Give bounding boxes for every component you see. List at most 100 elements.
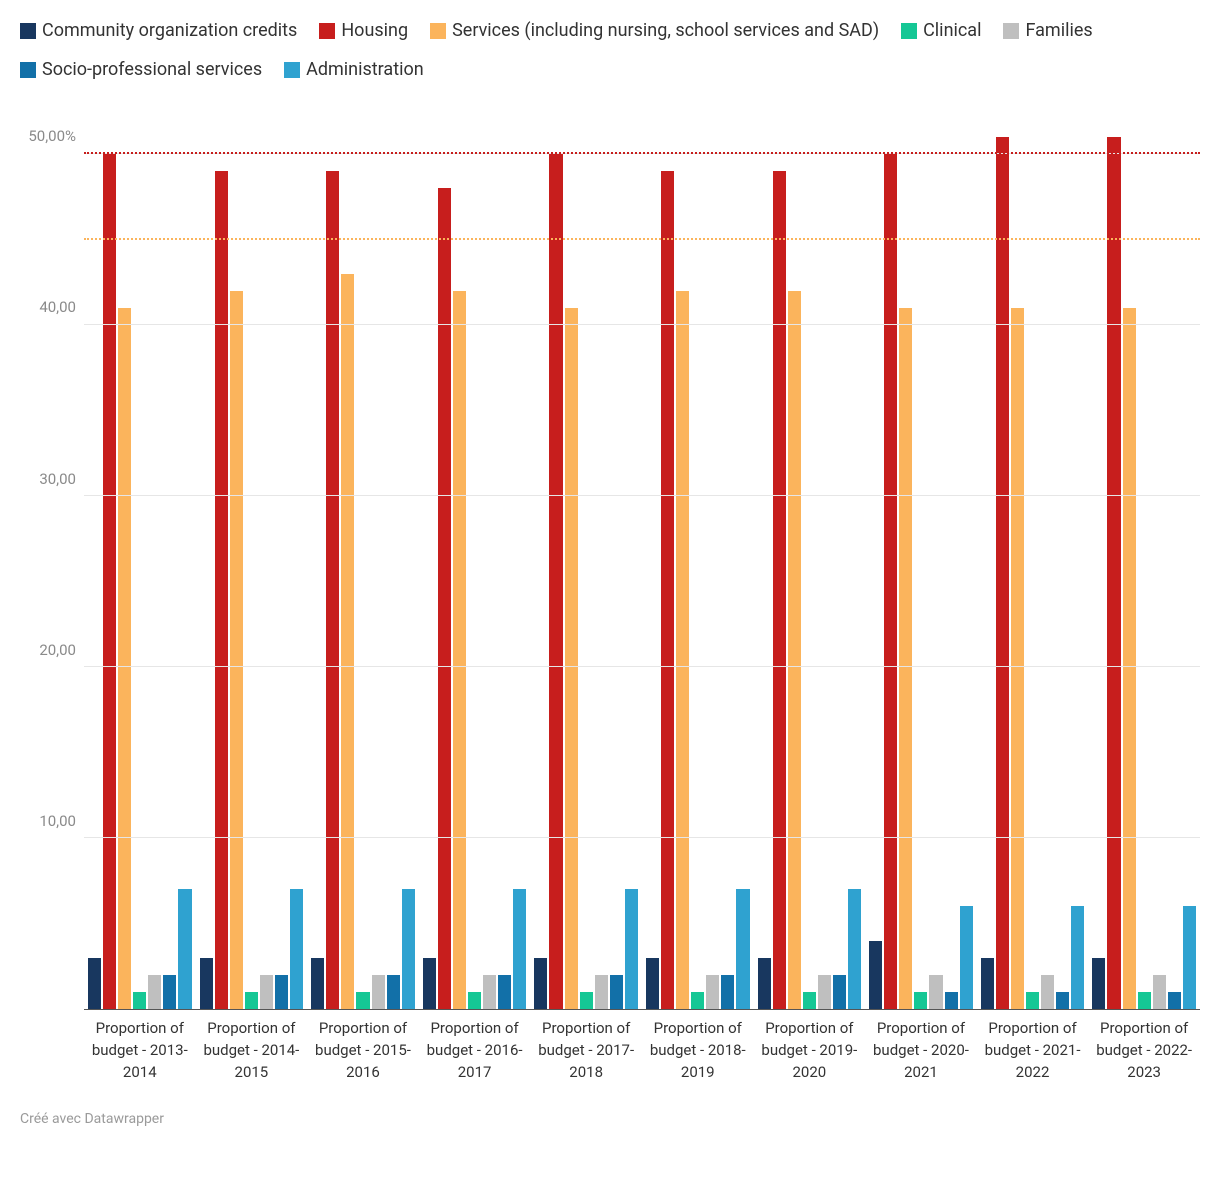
bar xyxy=(758,958,771,1009)
bars-row xyxy=(423,120,527,1009)
bar xyxy=(133,992,146,1009)
chart-container: Community organization credits Housing Ser… xyxy=(20,20,1200,1127)
y-tick-label: 10,00 xyxy=(39,812,76,830)
bar xyxy=(498,975,511,1009)
bar xyxy=(981,958,994,1009)
legend-item: Housing xyxy=(319,20,408,41)
bar-group xyxy=(865,120,977,1009)
bar-group xyxy=(530,120,642,1009)
bar xyxy=(178,889,191,1009)
bar xyxy=(565,308,578,1009)
plot-area: 10,0020,0030,0040,0050,00% xyxy=(20,120,1200,1010)
x-tick-label: Proportion of budget - 2013-2014 xyxy=(84,1018,196,1083)
bar xyxy=(595,975,608,1009)
legend-label: Services (including nursing, school serv… xyxy=(452,20,879,41)
gridline xyxy=(84,495,1200,496)
bars-row xyxy=(88,120,192,1009)
legend-item: Community organization credits xyxy=(20,20,297,41)
bar xyxy=(773,171,786,1009)
bar xyxy=(691,992,704,1009)
x-tick-label: Proportion of budget - 2021-2022 xyxy=(977,1018,1089,1083)
bar xyxy=(818,975,831,1009)
legend: Community organization credits Housing Ser… xyxy=(20,20,1200,80)
bar xyxy=(960,906,973,1009)
bar-group xyxy=(196,120,308,1009)
bar xyxy=(1011,308,1024,1009)
bars-row xyxy=(981,120,1085,1009)
bar xyxy=(646,958,659,1009)
bar xyxy=(788,291,801,1009)
bar xyxy=(311,958,324,1009)
bar xyxy=(245,992,258,1009)
bar xyxy=(549,154,562,1009)
bar xyxy=(513,889,526,1009)
bar xyxy=(387,975,400,1009)
legend-swatch xyxy=(20,62,36,78)
bars-row xyxy=(1092,120,1196,1009)
legend-label: Socio-professional services xyxy=(42,59,262,80)
legend-label: Clinical xyxy=(923,20,981,41)
x-tick-label: Proportion of budget - 2018-2019 xyxy=(642,1018,754,1083)
bar xyxy=(929,975,942,1009)
bar-group xyxy=(307,120,419,1009)
x-tick-label: Proportion of budget - 2014-2015 xyxy=(196,1018,308,1083)
y-axis: 10,0020,0030,0040,0050,00% xyxy=(20,120,84,1010)
gridline xyxy=(84,324,1200,325)
bar xyxy=(884,154,897,1009)
bar xyxy=(341,274,354,1009)
bar xyxy=(1092,958,1105,1009)
bar-group xyxy=(977,120,1089,1009)
y-tick-label: 50,00% xyxy=(28,127,76,145)
bar-group xyxy=(642,120,754,1009)
bar xyxy=(230,291,243,1009)
bar xyxy=(706,975,719,1009)
legend-item: Services (including nursing, school serv… xyxy=(430,20,879,41)
bar xyxy=(1026,992,1039,1009)
bar-group xyxy=(84,120,196,1009)
bar xyxy=(661,171,674,1009)
bar xyxy=(215,171,228,1009)
x-tick-label: Proportion of budget - 2019-2020 xyxy=(754,1018,866,1083)
bar xyxy=(200,958,213,1009)
bar xyxy=(356,992,369,1009)
bar xyxy=(1107,137,1120,1009)
legend-swatch xyxy=(430,23,446,39)
bar xyxy=(996,137,1009,1009)
bar-groups xyxy=(84,120,1200,1009)
legend-label: Families xyxy=(1025,20,1092,41)
y-tick-label: 30,00 xyxy=(39,470,76,488)
bar xyxy=(453,291,466,1009)
legend-swatch xyxy=(284,62,300,78)
bar xyxy=(848,889,861,1009)
legend-swatch xyxy=(901,23,917,39)
x-tick-label: Proportion of budget - 2022-2023 xyxy=(1088,1018,1200,1083)
legend-item: Families xyxy=(1003,20,1092,41)
plot xyxy=(84,120,1200,1010)
legend-label: Community organization credits xyxy=(42,20,297,41)
x-axis: Proportion of budget - 2013-2014Proporti… xyxy=(84,1018,1200,1083)
legend-label: Administration xyxy=(306,59,424,80)
legend-swatch xyxy=(1003,23,1019,39)
x-tick-label: Proportion of budget - 2015-2016 xyxy=(307,1018,419,1083)
x-tick-label: Proportion of budget - 2017-2018 xyxy=(530,1018,642,1083)
bar xyxy=(275,975,288,1009)
bar xyxy=(118,308,131,1009)
bar xyxy=(899,308,912,1009)
bar xyxy=(468,992,481,1009)
bar xyxy=(534,958,547,1009)
bar xyxy=(625,889,638,1009)
bar xyxy=(483,975,496,1009)
gridline xyxy=(84,837,1200,838)
bar xyxy=(163,975,176,1009)
bar xyxy=(148,975,161,1009)
bar xyxy=(1056,992,1069,1009)
bars-row xyxy=(311,120,415,1009)
reference-line xyxy=(84,152,1200,154)
bars-row xyxy=(758,120,862,1009)
legend-item: Clinical xyxy=(901,20,981,41)
x-tick-label: Proportion of budget - 2016-2017 xyxy=(419,1018,531,1083)
bars-row xyxy=(869,120,973,1009)
bar xyxy=(945,992,958,1009)
bar xyxy=(1071,906,1084,1009)
bars-row xyxy=(200,120,304,1009)
